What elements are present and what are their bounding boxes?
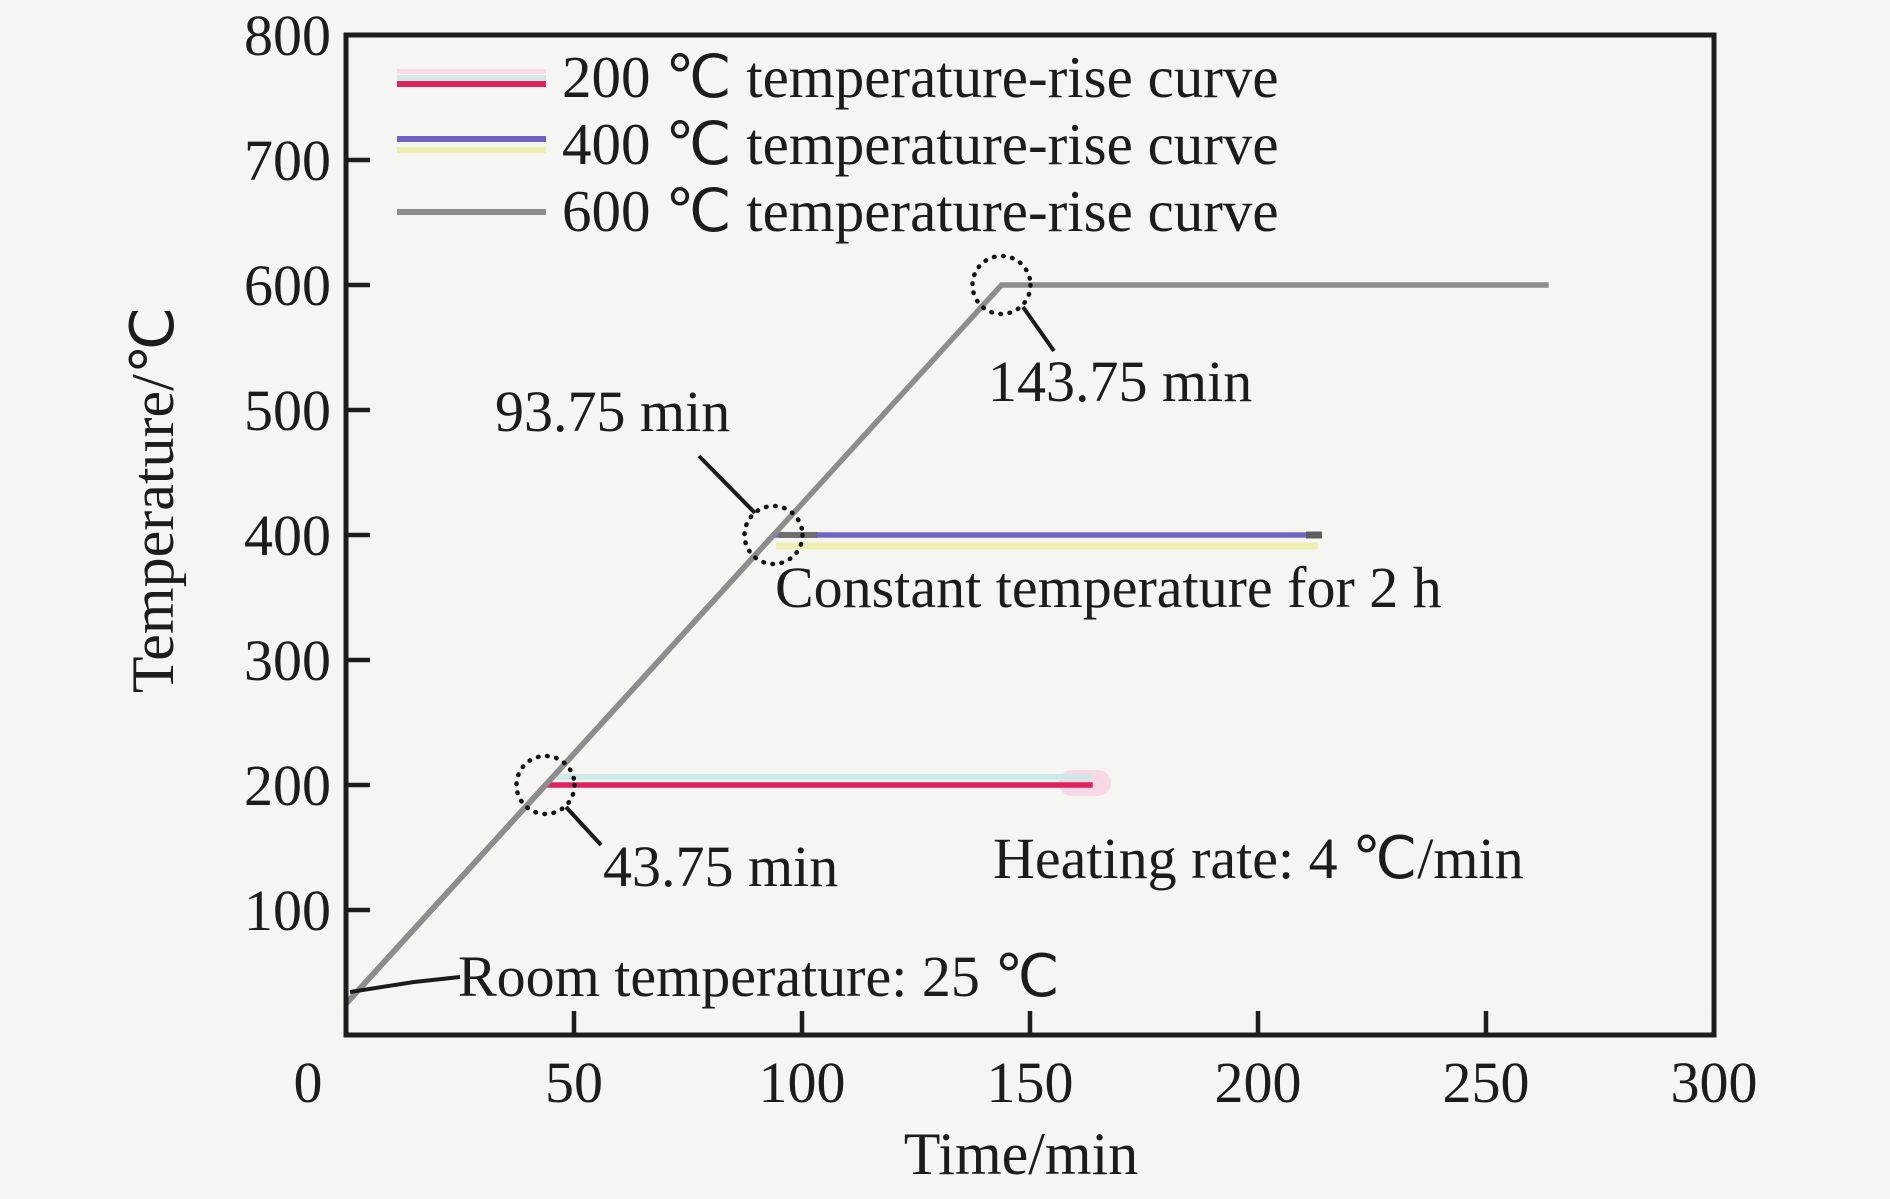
marker-circle <box>514 753 577 817</box>
legend-swatch-line <box>397 147 546 153</box>
annotation-heating-rate: Heating rate: 4 ℃/min <box>993 826 1524 891</box>
y-tick-label: 300 <box>244 628 331 693</box>
annotation-143-75-min: 143.75 min <box>988 349 1253 414</box>
leader-143-75-min <box>1021 305 1056 353</box>
y-axis-title: Temperature/℃ <box>120 306 186 694</box>
legend-label-2: 400 ℃ temperature-rise curve <box>562 111 1279 177</box>
legend-swatch-line <box>397 208 546 215</box>
legend-swatch-3 <box>397 208 546 215</box>
x-tick-label: 50 <box>545 1050 603 1115</box>
legend-swatch-1 <box>397 68 546 87</box>
annotation-93-75-min: 93.75 min <box>495 379 731 444</box>
y-tick-label: 200 <box>244 753 331 818</box>
legend-label-3: 600 ℃ temperature-rise curve <box>562 178 1279 244</box>
legend-swatch-line <box>397 74 546 80</box>
annotation-room-temperature: Room temperature: 25 ℃ <box>458 944 1060 1009</box>
y-tick-label: 800 <box>244 3 331 68</box>
annotation-43-75-min: 43.75 min <box>603 834 839 899</box>
legend-swatch-line <box>397 80 546 87</box>
legend-swatch-line <box>397 136 546 142</box>
marker-circle <box>742 503 805 567</box>
x-tick-label: 300 <box>1671 1050 1758 1115</box>
x-tick-label: 200 <box>1215 1050 1302 1115</box>
legend-label-1: 200 ℃ temperature-rise curve <box>562 44 1279 110</box>
legend-swatch-line <box>397 68 546 74</box>
legend-row-1: 200 ℃ temperature-rise curve <box>397 44 1279 111</box>
leader-room-temperature <box>349 975 461 994</box>
leader-93-75-min <box>697 454 757 515</box>
y-tick-label: 400 <box>244 503 331 568</box>
y-tick-label: 100 <box>244 878 331 943</box>
x-tick-label: 150 <box>987 1050 1074 1115</box>
y-tick-label: 500 <box>244 378 331 443</box>
x-tick-label: 0 <box>294 1050 323 1115</box>
leader-43-75-min <box>564 805 603 847</box>
legend: 200 ℃ temperature-rise curve 400 ℃ temper… <box>397 44 1279 245</box>
legend-row-2: 400 ℃ temperature-rise curve <box>397 111 1279 178</box>
x-tick-label: 100 <box>759 1050 846 1115</box>
annotation-constant-temperature: Constant temperature for 2 h <box>775 555 1442 620</box>
x-axis-title: Time/min <box>903 1121 1139 1187</box>
marker-circle <box>970 253 1033 317</box>
legend-row-3: 600 ℃ temperature-rise curve <box>397 178 1279 245</box>
legend-swatch-2 <box>397 136 546 153</box>
x-tick-label: 250 <box>1443 1050 1530 1115</box>
y-tick-label: 700 <box>244 128 331 193</box>
y-tick-label: 600 <box>244 253 331 318</box>
